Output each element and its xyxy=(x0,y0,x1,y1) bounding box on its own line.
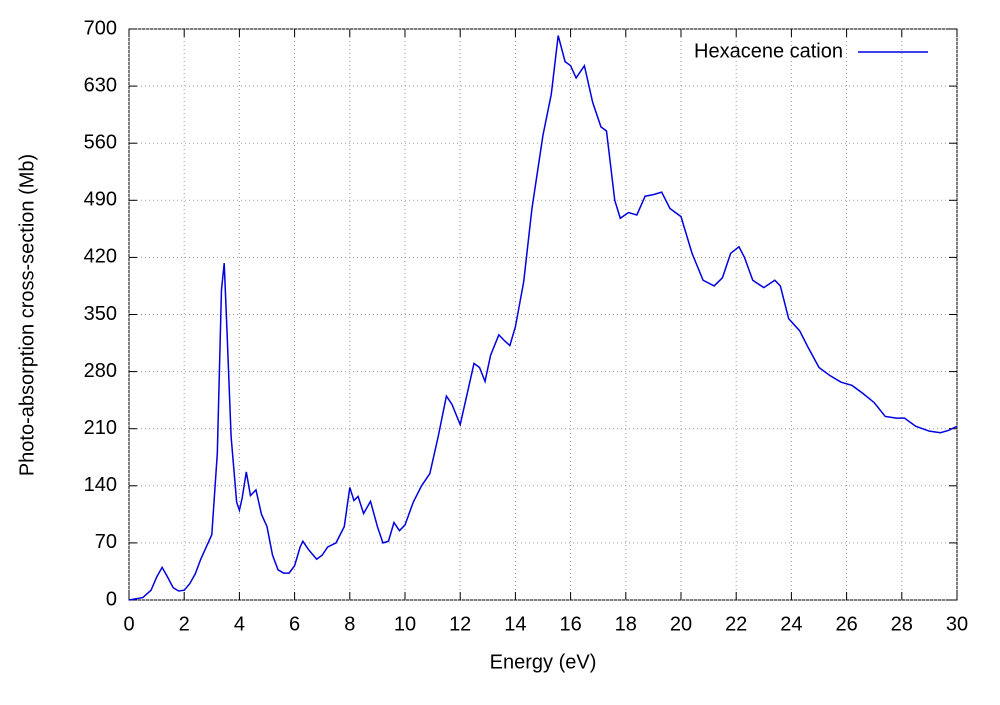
x-tick-label: 16 xyxy=(559,613,581,635)
y-tick-label: 140 xyxy=(84,474,117,496)
y-tick-label: 210 xyxy=(84,417,117,439)
y-tick-label: 420 xyxy=(84,246,117,268)
y-tick-label: 560 xyxy=(84,131,117,153)
x-tick-label: 26 xyxy=(835,613,857,635)
y-tick-label: 70 xyxy=(95,531,117,553)
x-tick-label: 20 xyxy=(670,613,692,635)
x-tick-label: 22 xyxy=(725,613,747,635)
x-tick-label: 12 xyxy=(449,613,471,635)
x-tick-label: 30 xyxy=(946,613,968,635)
y-tick-label: 280 xyxy=(84,360,117,382)
x-tick-label: 4 xyxy=(234,613,245,635)
y-tick-label: 630 xyxy=(84,74,117,96)
x-tick-label: 18 xyxy=(615,613,637,635)
x-axis-label: Energy (eV) xyxy=(490,651,597,673)
data-line xyxy=(128,35,958,601)
legend-label: Hexacene cation xyxy=(694,40,843,62)
y-tick-label: 700 xyxy=(84,17,117,39)
x-tick-label: 2 xyxy=(179,613,190,635)
x-tick-label: 14 xyxy=(504,613,526,635)
x-tick-label: 10 xyxy=(394,613,416,635)
x-tick-label: 24 xyxy=(780,613,802,635)
y-tick-label: 0 xyxy=(106,588,117,610)
x-tick-label: 6 xyxy=(289,613,300,635)
x-tick-label: 0 xyxy=(123,613,134,635)
y-axis-label: Photo-absorption cross-section (Mb) xyxy=(16,154,38,476)
x-tick-label: 8 xyxy=(344,613,355,635)
y-tick-label: 350 xyxy=(84,303,117,325)
x-tick-label: 28 xyxy=(891,613,913,635)
y-tick-label: 490 xyxy=(84,189,117,211)
